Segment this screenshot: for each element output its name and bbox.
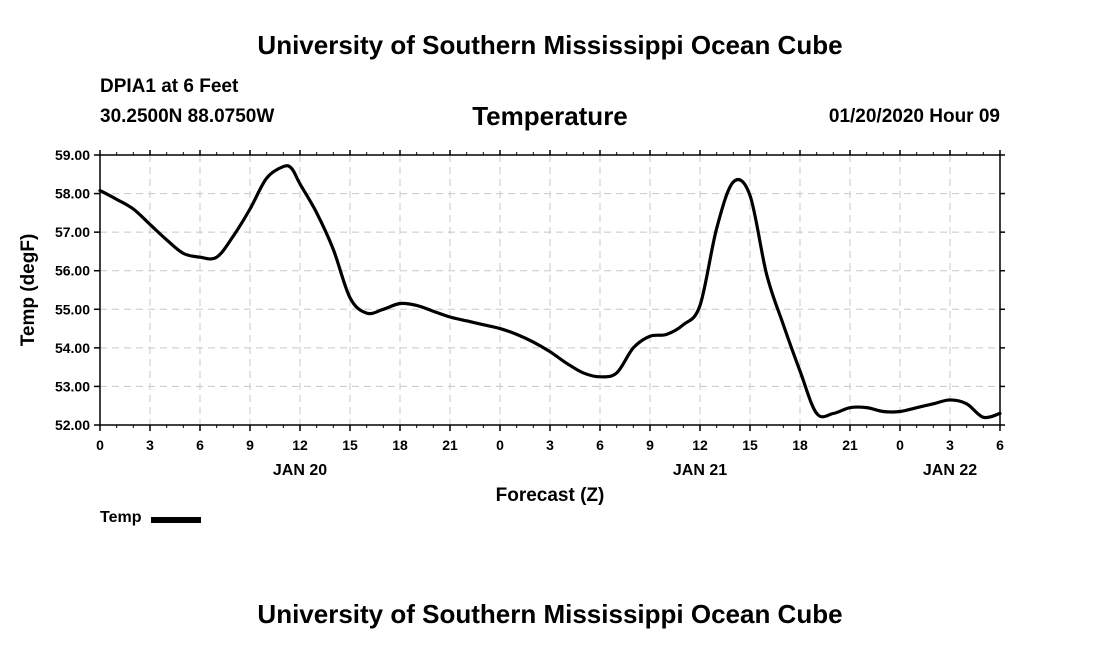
x-date-label: JAN 21 <box>673 462 727 479</box>
x-tick-label: 0 <box>496 437 504 453</box>
x-tick-label: 6 <box>196 437 204 453</box>
x-tick-label: 21 <box>442 437 458 453</box>
y-axis-title: Temp (degF) <box>18 234 39 347</box>
x-tick-label: 21 <box>842 437 858 453</box>
chart-title: Temperature <box>472 101 628 131</box>
y-tick-label: 52.00 <box>55 417 90 433</box>
x-tick-label: 3 <box>946 437 954 453</box>
y-tick-label: 53.00 <box>55 378 90 394</box>
x-tick-label: 9 <box>246 437 254 453</box>
x-tick-label: 3 <box>146 437 154 453</box>
legend-label-temp: Temp <box>100 509 142 526</box>
x-tick-label: 6 <box>596 437 604 453</box>
y-tick-label: 55.00 <box>55 301 90 317</box>
chart-legend: Temp <box>100 509 202 527</box>
x-tick-label: 15 <box>742 437 758 453</box>
chart-grid <box>100 155 1000 425</box>
y-tick-label: 59.00 <box>55 147 90 163</box>
forecast-issue-time: 01/20/2020 Hour 09 <box>828 106 1000 127</box>
y-tick-label: 54.00 <box>55 340 90 356</box>
station-coordinates: 30.2500N 88.0750W <box>100 106 275 127</box>
legend-swatch-temp <box>151 516 202 523</box>
page-title: University of Southern Mississippi Ocean… <box>257 30 843 60</box>
x-date-label: JAN 22 <box>923 462 977 479</box>
x-tick-label: 12 <box>692 437 708 453</box>
x-tick-label: 0 <box>96 437 104 453</box>
x-tick-label: 0 <box>896 437 904 453</box>
x-axis-title: Forecast (Z) <box>496 485 605 506</box>
y-tick-label: 56.00 <box>55 263 90 279</box>
footer-title: University of Southern Mississippi Ocean… <box>257 599 843 629</box>
chart-series <box>98 164 1002 420</box>
x-tick-label: 15 <box>342 437 358 453</box>
x-tick-label: 12 <box>292 437 308 453</box>
plot-frame <box>99 154 1001 426</box>
x-date-label: JAN 20 <box>273 462 327 479</box>
series-line-temp <box>98 164 1002 420</box>
x-tick-label: 18 <box>392 437 408 453</box>
x-tick-label: 18 <box>792 437 808 453</box>
x-tick-label: 6 <box>996 437 1004 453</box>
y-tick-label: 57.00 <box>55 224 90 240</box>
x-tick-label: 9 <box>646 437 654 453</box>
y-tick-label: 58.00 <box>55 186 90 202</box>
x-tick-label: 3 <box>546 437 554 453</box>
axis-labels: 52.00 53.00 54.00 55.00 56.00 57.00 58.00 59.00… <box>55 147 1004 479</box>
station-label: DPIA1 at 6 Feet <box>100 76 239 97</box>
